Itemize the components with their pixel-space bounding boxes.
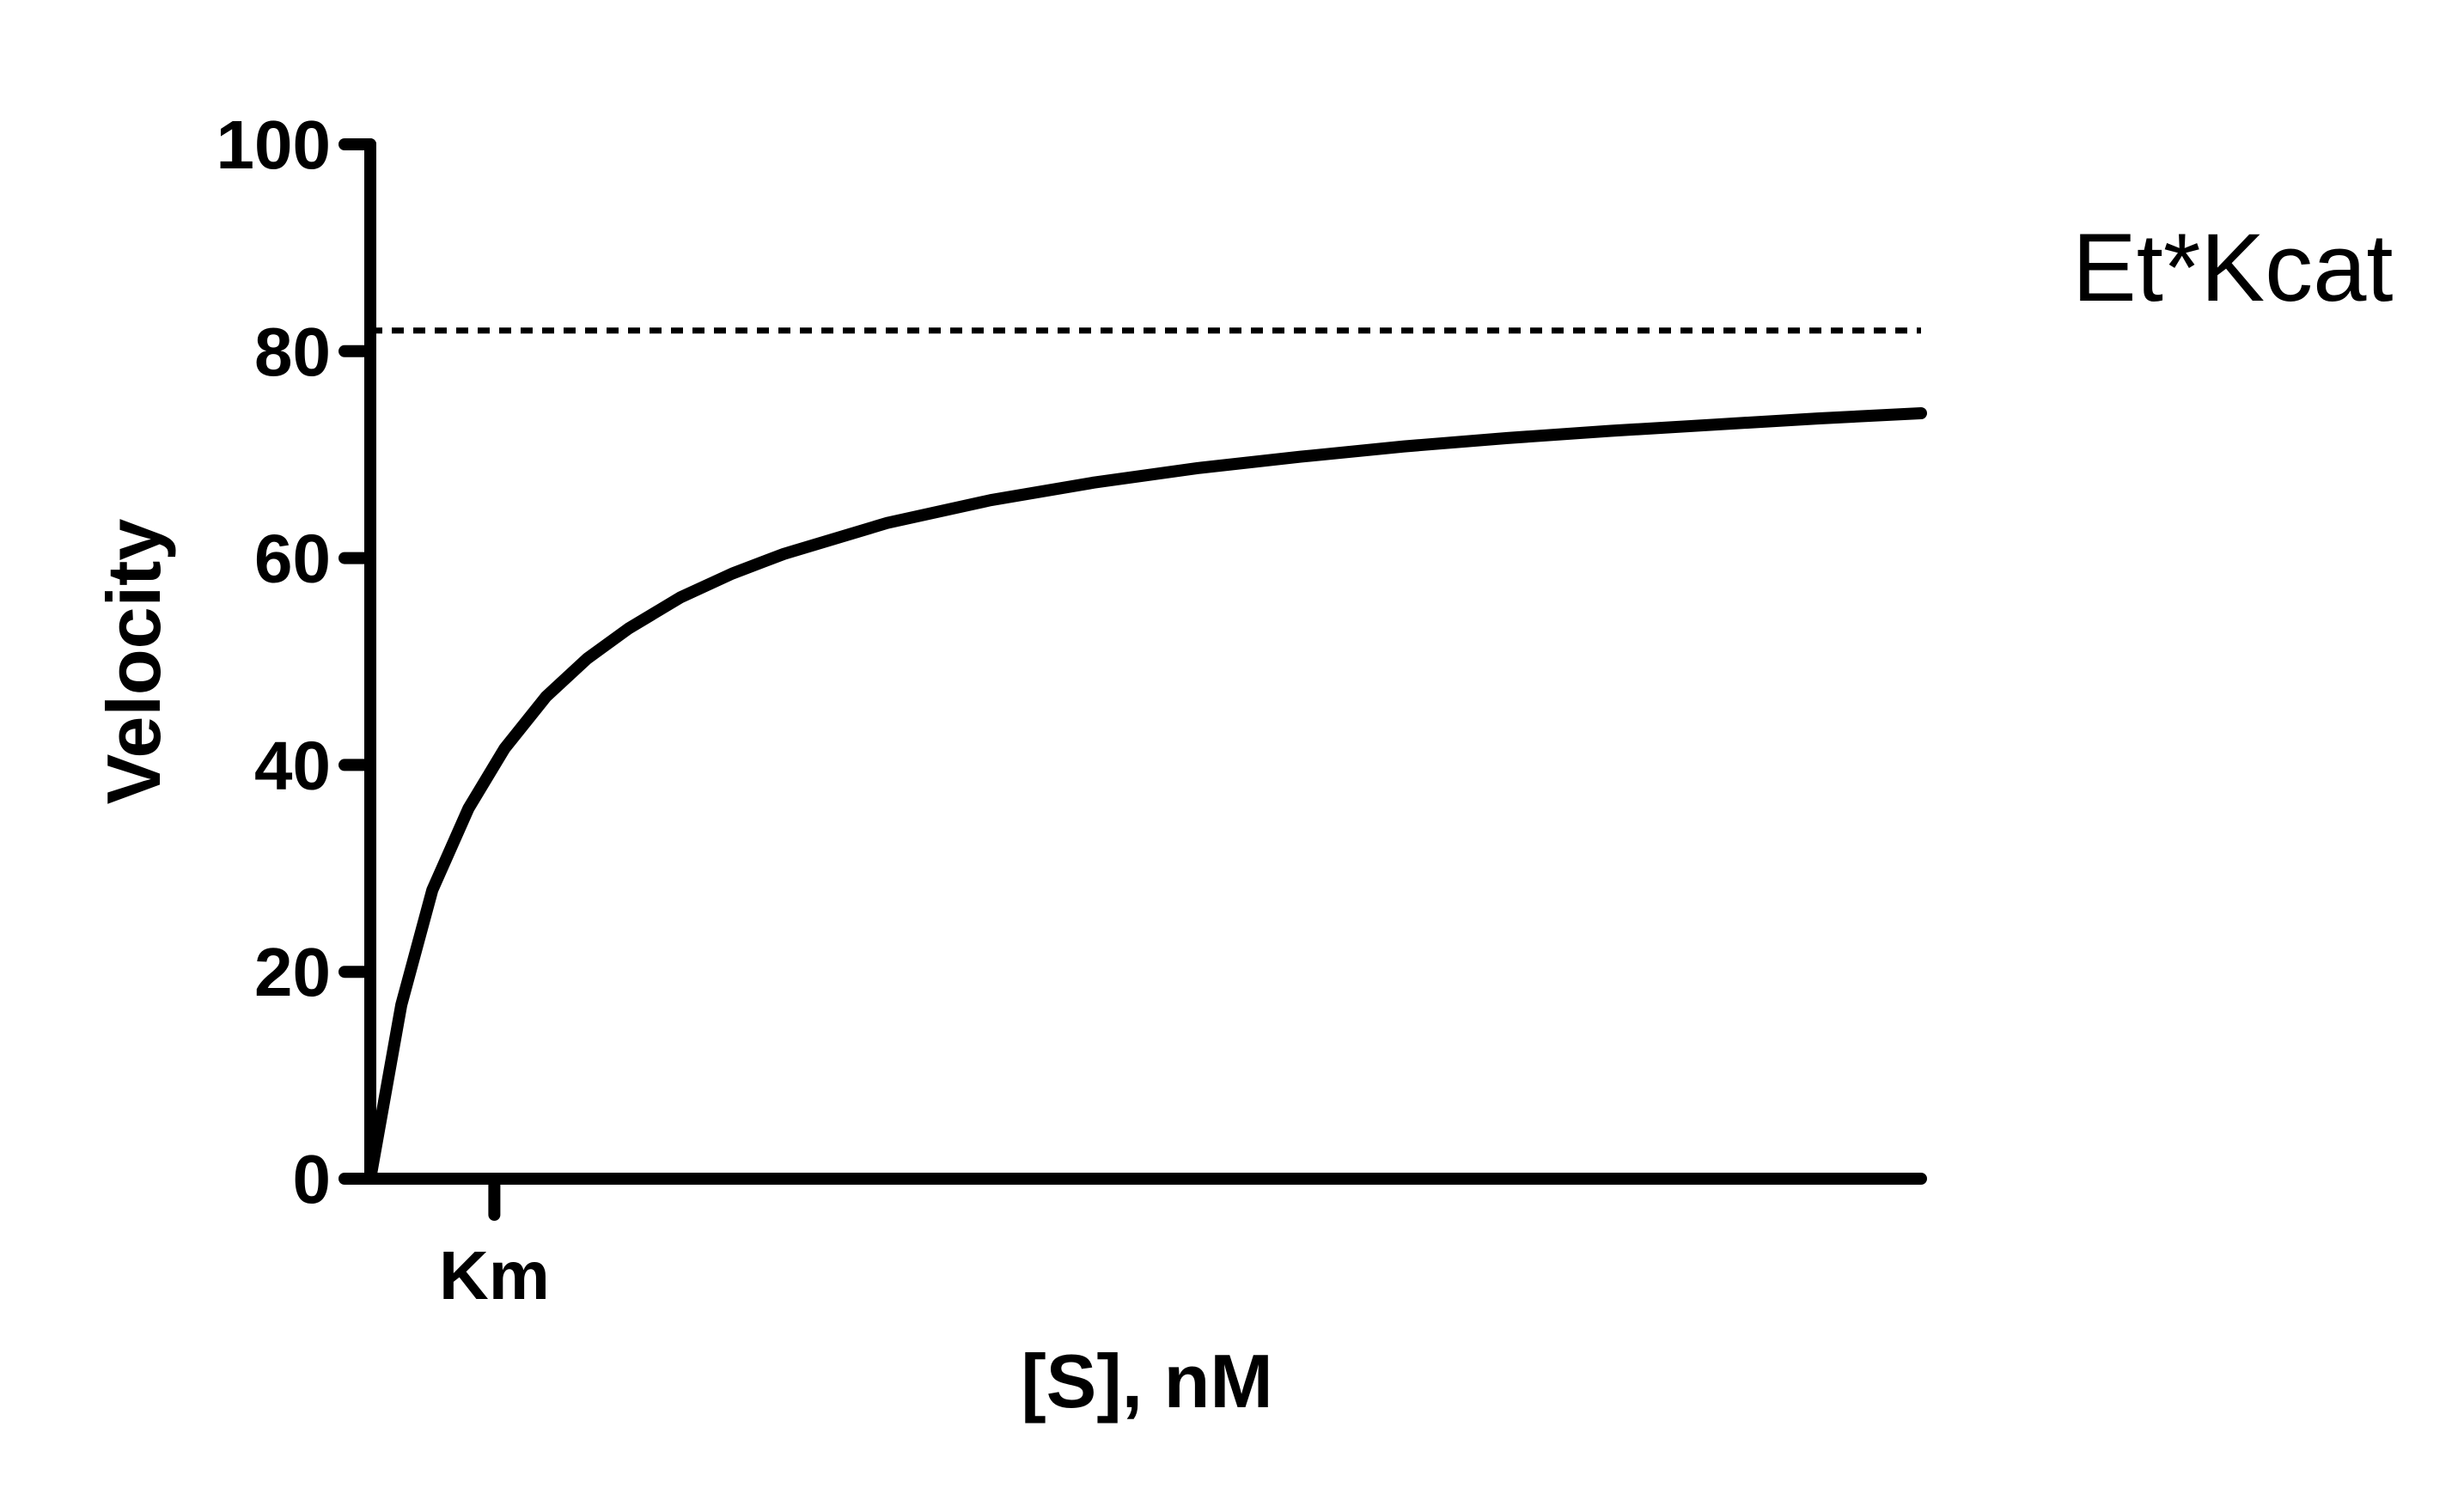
y-axis-ticks: 0 20 40 60 80 100 [217, 107, 376, 1217]
y-tick-label: 20 [254, 934, 331, 1010]
y-tick-label: 80 [254, 314, 331, 390]
velocity-curve [364, 407, 1927, 1185]
y-tick-label: 40 [254, 727, 331, 803]
x-axis-ticks: Km [439, 1173, 550, 1314]
y-tick-label: 60 [254, 521, 331, 597]
asymptote-label: Et*Kcat [2072, 214, 2394, 321]
y-axis-title: Velocity [91, 519, 176, 805]
y-tick-label: 0 [293, 1141, 332, 1217]
series-layer [364, 327, 1927, 1185]
x-axis-title: [S], nM [1021, 1338, 1272, 1424]
x-tick-label: Km [439, 1237, 550, 1314]
y-tick-label: 100 [217, 107, 331, 183]
